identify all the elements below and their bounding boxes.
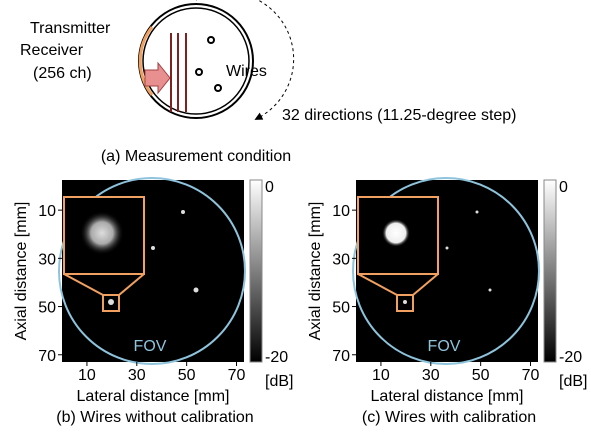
wire-spot [108,299,114,305]
wire-spot [151,246,155,250]
figure: Transmitter Receiver (256 ch) Wires 32 d… [0,0,591,433]
colorbar-unit: [dB] [559,373,587,390]
inset-spot [382,219,410,247]
label: Transmitter [30,20,111,37]
y-tick-label: 50 [332,300,350,317]
wire-spot [489,289,492,292]
label: 32 directions (11.25-degree step) [282,107,517,124]
colorbar-tick-label: -20 [265,349,288,366]
colorbar-tick-label: 0 [559,179,568,196]
rotation-arrow [196,0,294,118]
wire [215,85,221,91]
wire-spot [181,210,185,214]
wire-spot [476,211,479,214]
x-tick-label: 30 [128,367,146,384]
wire [208,37,214,43]
colorbar-tick-label: -20 [559,349,582,366]
y-axis-label: Axial distance [mm] [307,202,324,341]
x-tick-label: 70 [522,367,540,384]
x-tick-label: 30 [422,367,440,384]
wire [196,69,202,75]
x-axis-label: Lateral distance [mm] [371,388,524,405]
y-tick-label: 70 [38,348,56,365]
measurement-diagram: Transmitter Receiver (256 ch) Wires 32 d… [20,0,517,165]
y-tick-label: 30 [332,251,350,268]
x-tick-label: 10 [78,367,96,384]
label: Receiver [20,42,84,59]
inset-spot [80,211,124,255]
y-tick-label: 50 [38,300,56,317]
image-panel: FOV 10 30 50 70 10 30 50 70 Lateral distance [mm]… [13,178,293,426]
wire-spot [446,247,449,250]
y-tick-label: 10 [332,203,350,220]
image-panel: FOV 10 30 50 70 10 30 50 70 Lateral distance [mm]… [307,178,587,426]
colorbar [250,180,262,362]
x-tick-label: 50 [472,367,490,384]
ring-inner [143,8,249,114]
y-tick-label: 30 [38,251,56,268]
caption: (c) Wires with calibration [362,409,536,426]
label: (256 ch) [33,65,92,82]
colorbar-tick-label: 0 [265,179,274,196]
y-tick-label: 70 [332,348,350,365]
colorbar [544,180,556,362]
caption: (b) Wires without calibration [56,409,253,426]
wire-spot [194,288,199,293]
x-tick-label: 10 [372,367,390,384]
wire-spot [403,300,407,304]
caption: (a) Measurement condition [101,148,291,165]
fov-label: FOV [134,338,167,355]
label: Wires [226,63,267,80]
fov-label: FOV [428,338,461,355]
x-axis-label: Lateral distance [mm] [77,388,230,405]
y-tick-label: 10 [38,203,56,220]
colorbar-unit: [dB] [265,373,293,390]
y-axis-label: Axial distance [mm] [13,202,30,341]
x-tick-label: 70 [228,367,246,384]
x-tick-label: 50 [178,367,196,384]
ring-outer [139,4,253,118]
